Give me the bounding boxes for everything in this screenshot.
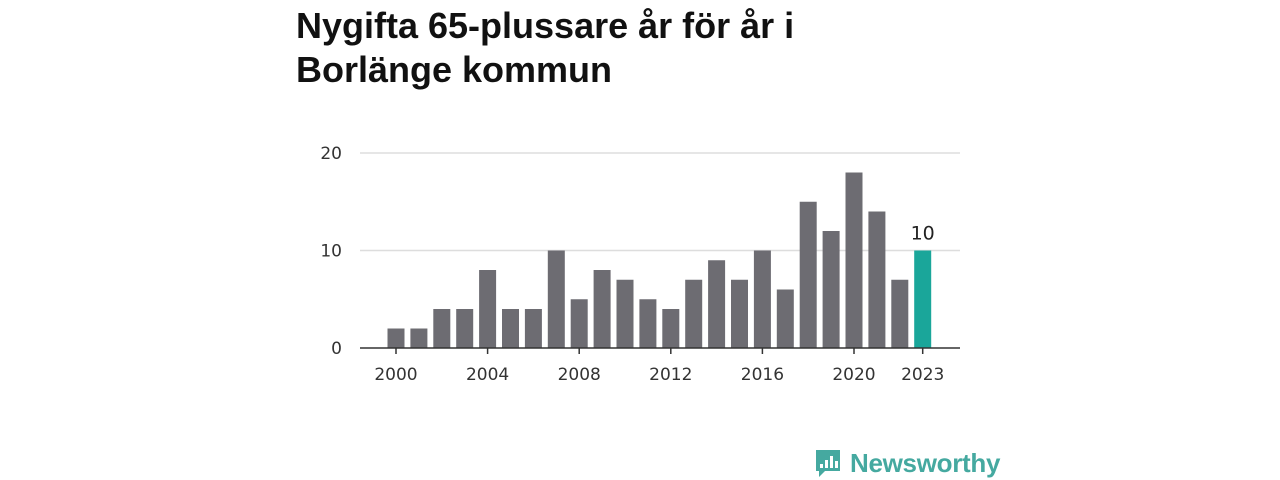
bar [570, 299, 588, 348]
bar [685, 279, 703, 348]
bar [479, 270, 497, 348]
bar [731, 279, 748, 348]
bar-chart: 0 10 20 2000 2004 2008 2012 2016 2020 2023 10 [320, 144, 960, 385]
x-tick-label: 2023 [901, 365, 944, 385]
bar [639, 299, 657, 348]
bar [845, 172, 863, 348]
y-tick-label: 0 [331, 339, 342, 359]
bar [410, 328, 428, 348]
bar [433, 309, 451, 348]
brand-name: Newsworthy [850, 447, 1001, 478]
bar [891, 279, 909, 348]
y-tick-label: 10 [320, 242, 342, 262]
y-tick-label: 20 [320, 144, 342, 164]
highlight-data-label: 10 [911, 223, 935, 245]
x-tick-label: 2020 [832, 365, 875, 385]
newsworthy-logo-icon [816, 450, 840, 477]
bar [708, 260, 726, 348]
chart-title: Nygifta 65-plussare år för år i Borlänge… [296, 5, 795, 90]
bar-highlight [914, 250, 932, 348]
bar [524, 309, 542, 348]
bars [387, 172, 932, 348]
bar [868, 211, 886, 348]
bar [502, 309, 519, 348]
y-tick-labels: 0 10 20 [320, 144, 342, 359]
x-tick-label: 2000 [374, 365, 417, 385]
bar [776, 289, 794, 348]
x-tick-label: 2004 [466, 365, 509, 385]
bar [387, 328, 405, 348]
bar [799, 201, 817, 348]
bar [547, 250, 565, 348]
newsworthy-logo: Newsworthy [814, 446, 1000, 480]
bar [753, 250, 771, 348]
bar [456, 309, 474, 348]
bar [822, 231, 840, 348]
bar [616, 279, 634, 348]
x-tick-marks [395, 348, 924, 354]
x-tick-labels: 2000 2004 2008 2012 2016 2020 2023 [374, 365, 944, 385]
x-tick-label: 2008 [558, 365, 601, 385]
bar [593, 270, 611, 348]
bar [662, 309, 680, 348]
x-tick-label: 2016 [741, 365, 784, 385]
x-tick-label: 2012 [649, 365, 692, 385]
